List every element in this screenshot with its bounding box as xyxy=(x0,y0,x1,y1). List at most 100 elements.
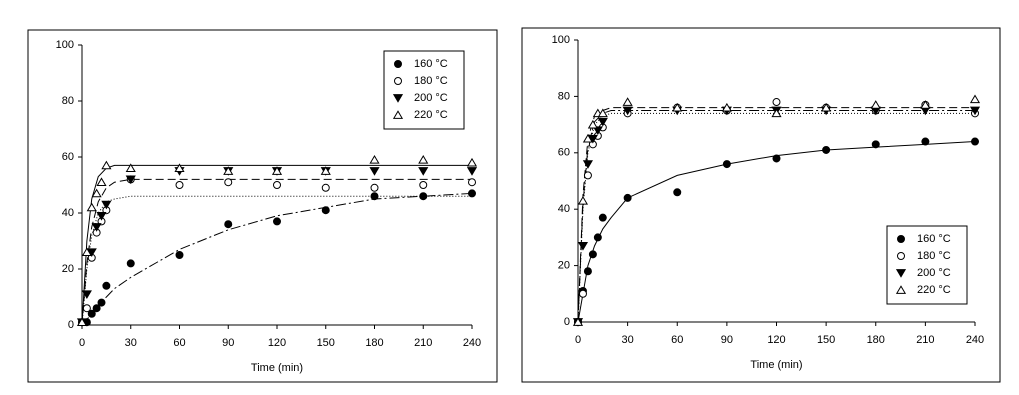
marker xyxy=(722,160,731,169)
marker xyxy=(223,166,234,175)
marker xyxy=(577,242,589,251)
marker xyxy=(969,106,981,116)
marker xyxy=(96,177,107,187)
marker xyxy=(320,166,331,175)
marker xyxy=(224,220,233,229)
marker xyxy=(468,178,476,187)
marker xyxy=(125,163,136,173)
marker xyxy=(91,188,102,198)
marker xyxy=(418,167,429,176)
marker xyxy=(321,183,330,192)
marker xyxy=(91,223,102,232)
marker xyxy=(597,117,608,127)
marker xyxy=(822,145,831,154)
marker xyxy=(419,181,428,189)
y-tick-label: 60 xyxy=(558,147,570,159)
y-tick-label: 20 xyxy=(558,260,570,272)
legend-label: 220 °C xyxy=(414,109,448,121)
marker xyxy=(125,175,136,185)
x-tick-label: 180 xyxy=(867,334,885,346)
marker xyxy=(101,160,112,170)
marker xyxy=(672,102,683,112)
legend-label: 180 °C xyxy=(917,250,951,262)
y-tick-label: 80 xyxy=(558,90,570,102)
chart-frame xyxy=(521,27,1001,383)
x-tick-label: 120 xyxy=(268,337,286,349)
marker xyxy=(81,290,92,299)
marker xyxy=(271,166,283,175)
marker xyxy=(572,317,584,326)
legend-label: 180 °C xyxy=(414,75,448,87)
marker xyxy=(102,281,111,290)
y-tick-label: 20 xyxy=(62,263,74,275)
marker xyxy=(126,259,135,268)
x-tick-label: 90 xyxy=(721,334,733,346)
marker xyxy=(772,98,781,107)
fit-line xyxy=(81,192,473,326)
x-tick-label: 120 xyxy=(767,334,785,346)
marker xyxy=(97,298,106,307)
x-tick-label: 0 xyxy=(575,334,581,346)
x-tick-label: 210 xyxy=(916,334,934,346)
fit-line xyxy=(577,141,976,323)
marker xyxy=(920,100,931,109)
marker xyxy=(921,137,930,146)
marker xyxy=(81,247,92,257)
marker xyxy=(273,217,281,226)
marker xyxy=(597,108,608,118)
marker xyxy=(592,126,603,136)
marker xyxy=(598,213,607,222)
legend-label: 220 °C xyxy=(917,284,951,296)
y-tick-label: 0 xyxy=(68,319,74,331)
marker xyxy=(273,181,281,189)
marker xyxy=(971,137,979,146)
y-tick-label: 100 xyxy=(56,39,74,51)
legend-marker xyxy=(895,269,907,278)
legend-marker xyxy=(394,60,402,68)
marker xyxy=(578,289,587,298)
x-tick-label: 90 xyxy=(222,337,234,349)
fit-line xyxy=(577,112,975,323)
legend-marker xyxy=(897,252,905,260)
marker xyxy=(175,181,184,189)
marker xyxy=(96,211,107,221)
marker xyxy=(577,195,589,205)
y-tick-label: 60 xyxy=(62,151,74,163)
x-tick-label: 60 xyxy=(671,334,683,346)
marker xyxy=(772,154,781,163)
marker xyxy=(224,178,233,187)
marker xyxy=(593,233,602,242)
marker xyxy=(870,100,881,109)
marker xyxy=(370,192,379,201)
legend-marker xyxy=(392,110,404,119)
legend-label: 200 °C xyxy=(917,267,951,279)
legend-label: 160 °C xyxy=(414,58,448,70)
legend-label: 200 °C xyxy=(414,92,448,104)
marker xyxy=(369,167,380,176)
legend-marker xyxy=(895,285,907,294)
marker xyxy=(86,202,97,212)
fit-line xyxy=(81,178,472,326)
marker xyxy=(468,189,476,198)
marker xyxy=(583,171,592,180)
marker xyxy=(466,167,478,176)
x-axis-title: Time (min) xyxy=(251,362,303,374)
x-tick-label: 210 xyxy=(414,337,432,349)
marker xyxy=(174,163,185,173)
marker xyxy=(418,155,429,164)
marker xyxy=(587,119,598,129)
marker xyxy=(419,192,428,201)
marker xyxy=(92,304,101,313)
marker xyxy=(321,206,330,215)
marker xyxy=(623,193,632,202)
x-tick-label: 30 xyxy=(622,334,634,346)
marker xyxy=(76,317,88,327)
x-tick-label: 30 xyxy=(125,337,137,349)
x-tick-label: 240 xyxy=(966,334,984,346)
legend-marker xyxy=(897,235,905,243)
marker xyxy=(369,155,380,164)
marker xyxy=(582,160,593,169)
marker xyxy=(969,94,981,104)
legend-marker xyxy=(392,94,404,103)
